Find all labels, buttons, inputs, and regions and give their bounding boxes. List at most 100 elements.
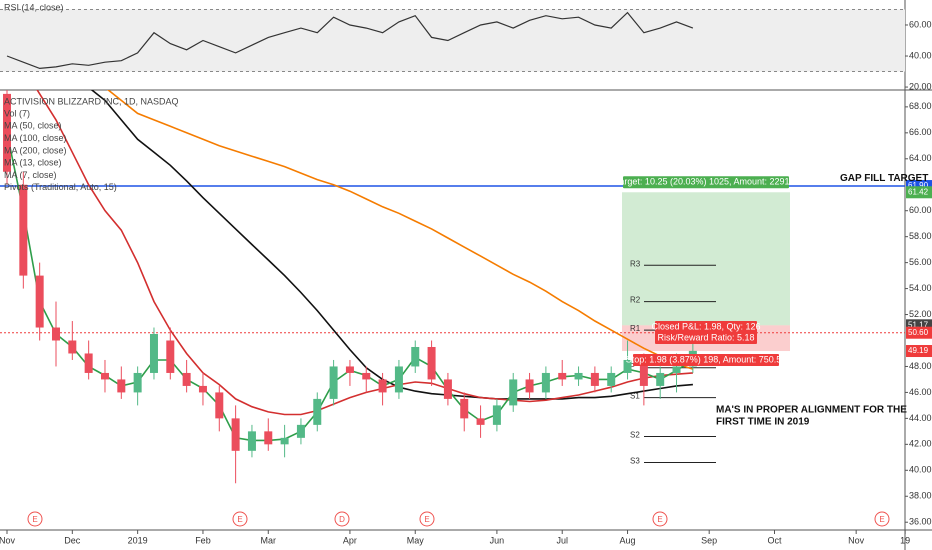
pivot-label: S1 <box>630 392 640 401</box>
candle-body <box>3 93 11 172</box>
position-label-bg <box>655 321 757 333</box>
price-label: 51.17 <box>908 320 929 329</box>
x-tick-label: Sep <box>701 535 717 545</box>
pivot-label: R3 <box>630 259 641 268</box>
indicator-legend: MA (200, close) <box>4 145 67 155</box>
x-tick-label: Oct <box>768 535 783 545</box>
indicator-legend: MA (100, close) <box>4 133 67 143</box>
candle-body <box>280 437 289 445</box>
candle-body <box>590 372 599 386</box>
event-marker-label: E <box>32 515 37 524</box>
moving-average <box>36 90 693 416</box>
y-tick-label: 66.00 <box>909 127 932 137</box>
y-tick-label: 38.00 <box>909 491 932 501</box>
candle-body <box>100 372 109 380</box>
candle-body <box>525 379 534 393</box>
candle-body <box>84 353 93 373</box>
y-tick-label: 44.00 <box>909 413 932 423</box>
price-label: 61.42 <box>908 187 929 196</box>
x-tick-label: 19 <box>900 535 910 545</box>
y-tick-label: 58.00 <box>909 231 932 241</box>
price-label: 50.60 <box>908 328 929 337</box>
x-tick-label: Mar <box>261 535 277 545</box>
event-marker <box>652 511 668 527</box>
candle-body <box>623 359 632 373</box>
rsi-line <box>6 11 694 70</box>
candle-body <box>362 372 371 380</box>
rsi-tick-label: 20.00 <box>909 81 932 91</box>
candle-body <box>19 184 28 276</box>
pivot-label: R2 <box>630 296 641 305</box>
position-label: Closed P&L: 1.98, Qty: 126 <box>651 321 760 331</box>
event-marker <box>874 511 890 527</box>
candle-body <box>541 372 550 393</box>
y-tick-label: 46.00 <box>909 387 932 397</box>
price-label: 49.19 <box>908 346 929 355</box>
event-marker-label: E <box>424 515 429 524</box>
candle-body <box>607 372 616 386</box>
y-tick-label: 42.00 <box>909 439 932 449</box>
y-tick-label: 56.00 <box>909 257 932 267</box>
moving-average <box>106 90 694 370</box>
candle-body <box>329 366 338 399</box>
x-tick-label: Feb <box>195 535 211 545</box>
x-tick-label: May <box>407 535 425 545</box>
x-tick-label: Aug <box>620 535 636 545</box>
candle-body <box>51 327 60 341</box>
candle-body <box>639 359 648 386</box>
x-tick-label: Dec <box>64 535 81 545</box>
event-marker-label: E <box>879 515 884 524</box>
symbol-title: ACTIVISION BLIZZARD INC, 1D, NASDAQ <box>4 96 179 106</box>
rsi-band <box>0 9 905 72</box>
y-tick-label: 60.00 <box>909 205 932 215</box>
event-marker <box>232 511 248 527</box>
position-label: Risk/Reward Ratio: 5.18 <box>657 332 754 342</box>
event-marker-label: E <box>237 515 242 524</box>
moving-average <box>90 90 693 400</box>
x-tick-label: Nov <box>0 535 15 545</box>
position-label-bg <box>633 354 779 366</box>
position-label: Stop: 1.98 (3.87%) 198, Amount: 750.52 <box>626 354 787 364</box>
rsi-tick-label: 60.00 <box>909 19 932 29</box>
y-tick-label: 40.00 <box>909 465 932 475</box>
candle-body <box>247 431 256 451</box>
price-label-bg <box>906 326 932 339</box>
event-marker <box>27 511 43 527</box>
pivot-label: S2 <box>630 431 640 440</box>
indicator-legend: Pivots (Traditional, Auto, 15) <box>4 182 117 192</box>
candle-body <box>117 379 126 393</box>
candle-body <box>509 379 518 406</box>
candle-body <box>394 366 403 393</box>
rsi-tick-label: 40.00 <box>909 50 932 60</box>
candle-body <box>427 346 436 380</box>
y-tick-label: 36.00 <box>909 517 932 527</box>
indicator-legend: MA (13, close) <box>4 158 62 168</box>
candle-body <box>182 372 191 386</box>
candle-body <box>460 398 469 419</box>
event-marker-label: D <box>339 515 345 524</box>
y-tick-label: 64.00 <box>909 153 932 163</box>
price-label-bg <box>906 345 932 358</box>
indicator-legend: Vol (7) <box>4 108 30 118</box>
price-label-bg <box>906 186 932 199</box>
event-marker-label: E <box>657 515 662 524</box>
target-zone <box>622 192 790 326</box>
annotation: MA'S IN PROPER ALIGNMENT FOR THE <box>716 405 907 416</box>
pivot-label: S3 <box>630 457 640 466</box>
candle-body <box>656 372 665 386</box>
candle-body <box>672 366 681 373</box>
y-tick-label: 52.00 <box>909 309 932 319</box>
indicator-legend: MA (50, close) <box>4 121 62 131</box>
candle-body <box>149 334 158 373</box>
candle-body <box>231 418 240 451</box>
y-tick-label: 48.00 <box>909 361 932 371</box>
candle-body <box>378 379 387 393</box>
position-label-bg <box>655 332 757 344</box>
candle-body <box>443 379 452 399</box>
candle-body <box>68 340 77 354</box>
candle-body <box>345 366 354 373</box>
rsi-panel <box>0 8 905 73</box>
position-label-bg <box>623 176 789 189</box>
